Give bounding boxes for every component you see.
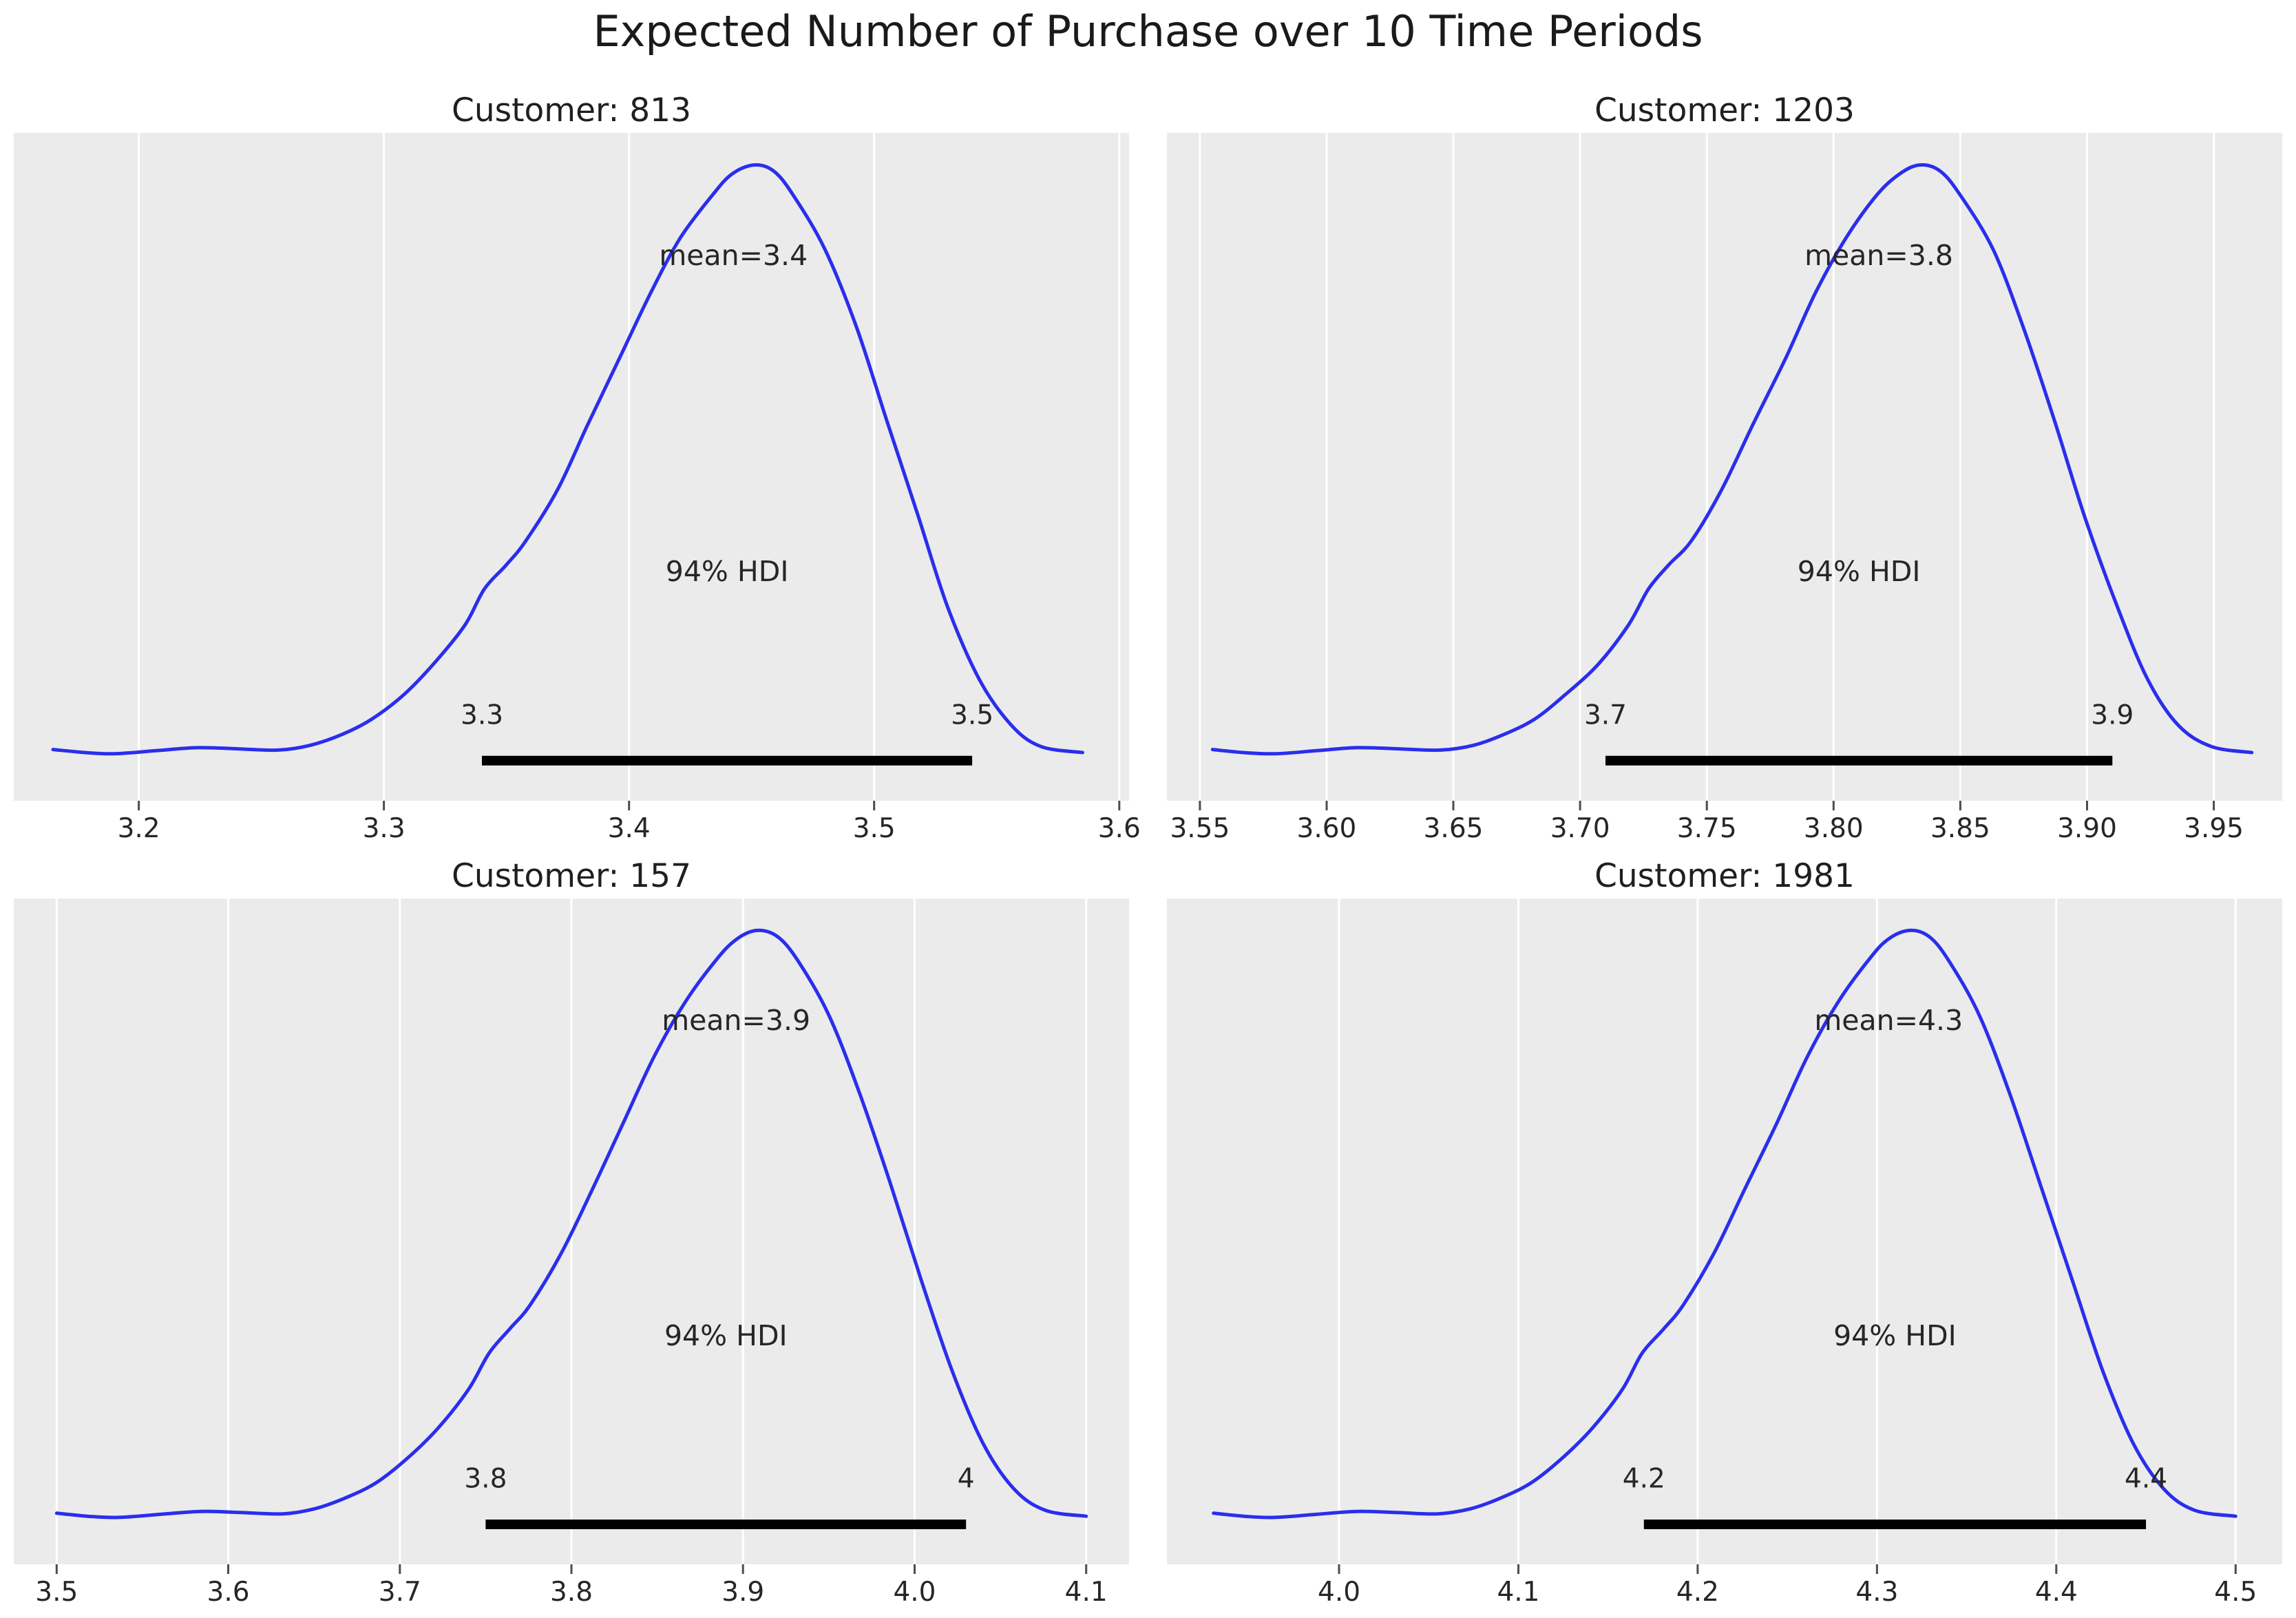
figure-title: Expected Number of Purchase over 10 Time… (593, 6, 1703, 56)
x-tick-label: 4.0 (1318, 1577, 1361, 1608)
x-tick-label: 3.55 (1170, 813, 1230, 844)
subplot-title: Customer: 813 (452, 92, 691, 129)
x-tick-label: 4.0 (893, 1577, 936, 1608)
x-tick-label: 3.2 (117, 813, 160, 844)
x-tick-label: 3.8 (549, 1577, 593, 1608)
x-tick-label: 3.3 (362, 813, 406, 844)
x-tick-label: 3.6 (207, 1577, 250, 1608)
hdi-lower-label: 3.8 (464, 1463, 507, 1495)
x-axis-tick-labels: 4.0 4.1 4.2 4.3 4.4 4.5 (1167, 1577, 2282, 1612)
x-tick-label: 4.3 (1855, 1577, 1899, 1608)
hdi-interval-label: 94% HDI (664, 1319, 788, 1353)
mean-annotation: mean=3.8 (1804, 238, 1953, 272)
plot-area: mean=4.3 94% HDI 4.2 4.4 (1167, 899, 2282, 1574)
kde-curve (1210, 162, 2254, 756)
hdi-interval-label: 94% HDI (1833, 1319, 1957, 1353)
x-tick-label: 3.6 (1097, 813, 1141, 844)
mean-annotation: mean=3.4 (659, 238, 808, 272)
x-tick-label: 3.70 (1550, 813, 1610, 844)
x-tick-label: 3.95 (2184, 813, 2244, 844)
hdi-interval-label: 94% HDI (665, 555, 789, 589)
x-tick-label: 3.4 (607, 813, 651, 844)
x-axis-tick-labels: 3.2 3.3 3.4 3.5 3.6 (14, 813, 1141, 849)
hdi-upper-label: 4.4 (2125, 1463, 2168, 1495)
kde-plot-svg (1167, 133, 2282, 810)
mean-annotation: mean=4.3 (1814, 1003, 1963, 1037)
x-tick-label: 3.9 (722, 1577, 765, 1608)
plot-area: mean=3.4 94% HDI 3.3 3.5 (14, 133, 1129, 810)
x-axis-tick-labels: 3.5 3.6 3.7 3.8 3.9 4.0 4.1 (14, 1577, 1129, 1612)
kde-curve (51, 162, 1084, 756)
x-tick-label: 3.5 (35, 1577, 78, 1608)
x-tick-label: 4.4 (2034, 1577, 2078, 1608)
hdi-lower-label: 3.3 (461, 700, 504, 731)
x-tick-label: 3.7 (378, 1577, 421, 1608)
x-tick-label: 4.2 (1676, 1577, 1719, 1608)
axes-background (14, 133, 1129, 801)
hdi-upper-label: 3.9 (2091, 700, 2134, 731)
x-tick-label: 4.1 (1064, 1577, 1108, 1608)
plot-area: mean=3.9 94% HDI 3.8 4 (14, 899, 1129, 1574)
subplot-title: Customer: 1203 (1594, 92, 1855, 129)
x-tick-label: 4.1 (1497, 1577, 1540, 1608)
hdi-upper-label: 3.5 (951, 700, 994, 731)
hdi-lower-label: 3.7 (1583, 700, 1627, 731)
kde-plot-svg (14, 133, 1129, 810)
kde-plot-svg (1167, 899, 2282, 1574)
x-tick-label: 3.60 (1296, 813, 1357, 844)
kde-plot-svg (14, 899, 1129, 1574)
axes-background (1167, 133, 2282, 801)
x-tick-label: 3.5 (852, 813, 896, 844)
subplot-title: Customer: 157 (452, 857, 691, 895)
hdi-upper-label: 4 (957, 1463, 975, 1495)
x-tick-label: 3.65 (1423, 813, 1484, 844)
mean-annotation: mean=3.9 (662, 1003, 811, 1037)
kde-curve (1212, 928, 2237, 1520)
subplot-title: Customer: 1981 (1594, 857, 1855, 895)
kde-curve (54, 928, 1088, 1520)
hdi-lower-label: 4.2 (1622, 1463, 1665, 1495)
x-tick-label: 3.80 (1803, 813, 1864, 844)
x-tick-label: 3.75 (1676, 813, 1737, 844)
x-tick-label: 3.90 (2057, 813, 2117, 844)
x-axis-tick-labels: 3.55 3.60 3.65 3.70 3.75 3.80 3.85 3.90 3.95 (1167, 813, 2282, 849)
plot-area: mean=3.8 94% HDI 3.7 3.9 (1167, 133, 2282, 810)
hdi-interval-label: 94% HDI (1797, 555, 1921, 589)
x-tick-label: 4.5 (2214, 1577, 2257, 1608)
x-tick-label: 3.85 (1930, 813, 1990, 844)
